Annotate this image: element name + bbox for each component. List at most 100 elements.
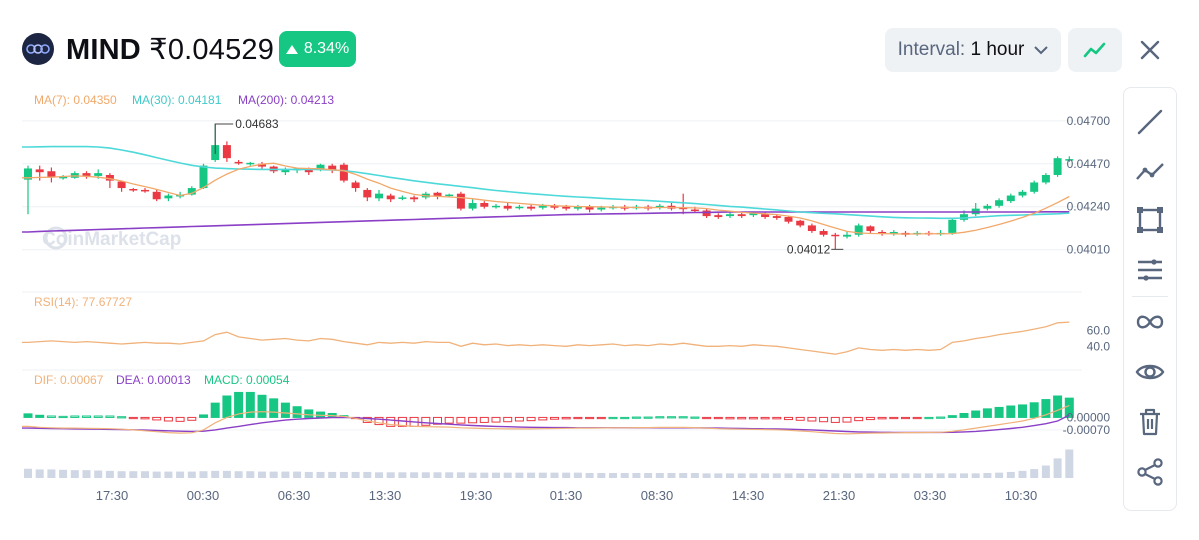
volume-bar — [866, 473, 875, 478]
fibonacci-tool-button[interactable] — [1124, 248, 1176, 292]
macd-histogram-bar — [245, 391, 255, 418]
candle-body — [129, 189, 138, 191]
close-button[interactable] — [1133, 33, 1167, 67]
volume-bar — [117, 471, 126, 478]
candle-body — [117, 181, 126, 189]
volume-bar — [784, 473, 793, 478]
legend-dea: DEA: 0.00013 — [116, 373, 191, 387]
candle-body — [1006, 195, 1015, 202]
time-axis-label: 14:30 — [732, 488, 765, 503]
macd-histogram-bar — [222, 395, 232, 418]
page-title: MIND ₹0.04529 — [66, 30, 274, 70]
infinity-tool-button[interactable] — [1124, 300, 1176, 344]
rectangle-tool-button[interactable] — [1124, 198, 1176, 242]
chart-type-button[interactable] — [1068, 28, 1122, 72]
legend-ma30: MA(30): 0.04181 — [132, 93, 222, 107]
candle-body — [234, 161, 243, 164]
macd-histogram-bar — [994, 406, 1004, 418]
volume-bar — [468, 472, 477, 478]
candle-body — [258, 163, 266, 167]
volume-bar — [807, 473, 816, 478]
volume-bar — [1065, 449, 1074, 478]
candle-body — [690, 209, 699, 212]
candle-body — [375, 193, 383, 199]
fibonacci-tool-icon — [1138, 259, 1162, 281]
candle-body — [141, 189, 149, 192]
interval-dropdown[interactable]: Interval: 1 hour — [885, 28, 1061, 72]
time-axis-label: 19:30 — [460, 488, 493, 503]
volume-bar — [819, 473, 828, 478]
legend-ma7: MA(7): 0.04350 — [34, 93, 117, 107]
macd-histogram-bar — [959, 413, 969, 418]
interval-label: Interval: — [897, 39, 966, 60]
candle-body — [105, 174, 114, 181]
mind-logo-icon — [22, 33, 54, 65]
volume-bar — [328, 471, 337, 478]
legend-rsi: RSI(14): 77.67727 — [34, 295, 132, 309]
line-tool-icon — [1137, 109, 1163, 135]
macd-histogram-bar — [631, 416, 641, 419]
macd-histogram-bar — [608, 416, 618, 420]
volume-bar — [702, 473, 711, 478]
macd-histogram-bar — [304, 409, 314, 418]
candle-body — [304, 169, 313, 173]
rsi-axis-label: 40.0 — [1087, 339, 1111, 353]
candle-body — [246, 162, 255, 165]
candle-body — [538, 205, 547, 208]
volume-bar — [199, 471, 208, 478]
candle-body — [152, 191, 161, 200]
candle-body — [573, 206, 582, 209]
volume-bar — [105, 470, 114, 478]
price-chart[interactable]: CoinMarketCap 0.04700 0.04470 0.04240 0.040… — [0, 0, 1120, 510]
candle-body — [1065, 159, 1074, 161]
toolbar-divider — [1132, 296, 1168, 297]
volume-bar — [690, 473, 699, 478]
volume-bar — [960, 473, 968, 478]
price-axis-label: 0.04700 — [1067, 114, 1111, 128]
candle-body — [492, 205, 500, 208]
macd-histogram-bar — [234, 391, 244, 418]
volume-bar — [281, 471, 290, 478]
candle-body — [480, 203, 489, 207]
volume-bar — [843, 473, 851, 478]
ma30-line — [22, 145, 1070, 220]
volume-bar — [129, 471, 138, 478]
share-button[interactable] — [1124, 450, 1176, 494]
candle-body — [94, 173, 103, 176]
volume-bar — [1053, 458, 1062, 478]
candle-body — [1030, 182, 1039, 192]
volume-bar — [913, 473, 922, 478]
chevron-down-icon — [1034, 45, 1049, 54]
volume-bar — [269, 471, 278, 478]
volume-bar — [983, 473, 992, 478]
candle-body — [878, 231, 887, 234]
macd-histogram-bar — [936, 416, 946, 419]
header: MIND ₹0.04529 8.34% Interval: 1 hour — [0, 0, 1199, 90]
macd-histogram-bar — [128, 416, 138, 420]
candle-body — [328, 165, 337, 171]
candle-body — [82, 173, 91, 176]
candle-body — [761, 214, 770, 218]
macd-histogram-bar — [947, 415, 957, 418]
interval-value: 1 hour — [970, 39, 1025, 60]
macd-histogram-bar — [772, 416, 782, 420]
candle-body — [702, 210, 711, 217]
macd-histogram-bar — [748, 416, 758, 420]
candle-body — [655, 205, 664, 208]
macd-histogram-bar — [760, 416, 770, 420]
visibility-toggle-button[interactable] — [1124, 350, 1176, 394]
line-tool-button[interactable] — [1124, 100, 1176, 144]
polyline-tool-button[interactable] — [1124, 150, 1176, 194]
macd-axis-label: -0.00070 — [1063, 423, 1111, 437]
time-axis-label: 00:30 — [187, 488, 220, 503]
macd-histogram-bar — [456, 416, 466, 424]
volume-bar — [375, 472, 383, 478]
macd-histogram-bar — [620, 416, 630, 420]
macd-histogram-bar — [667, 416, 676, 419]
macd-histogram-bar — [854, 416, 864, 422]
macd-histogram-bar — [924, 416, 934, 420]
delete-drawings-button[interactable] — [1124, 400, 1176, 444]
candle-body — [749, 213, 758, 216]
candle-body — [351, 182, 360, 189]
candle-body — [339, 164, 348, 181]
